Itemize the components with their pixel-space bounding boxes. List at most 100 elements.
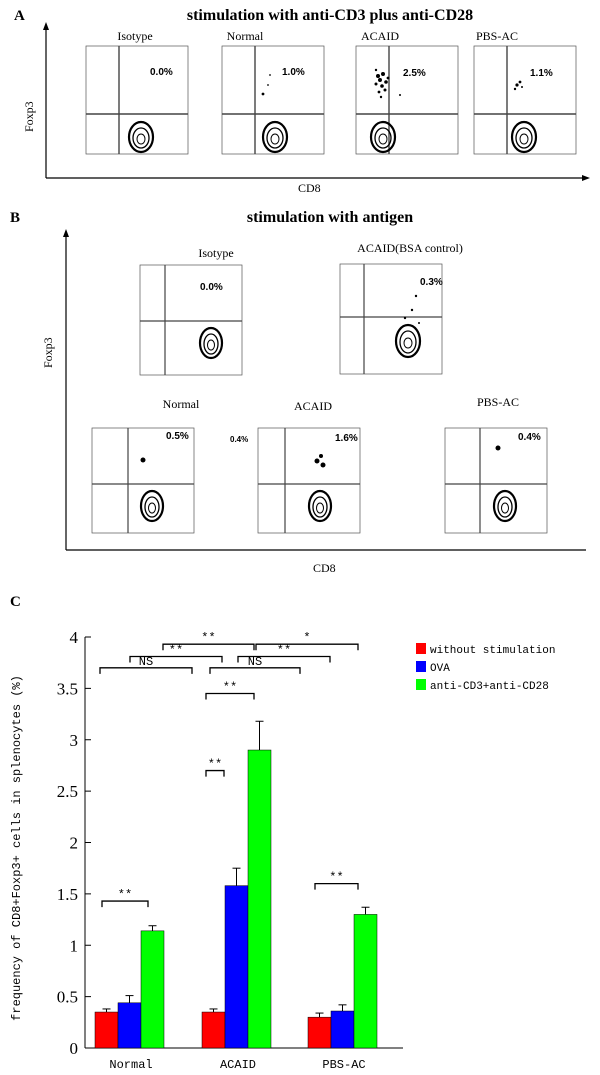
legend: without stimulation OVA anti-CD3+anti-CD… xyxy=(416,643,555,693)
panel-b-title: stimulation with antigen xyxy=(247,209,413,226)
plot-name: Isotype xyxy=(198,246,233,260)
panel-a-plot-pbs-ac: PBS-AC 1.1% xyxy=(473,29,577,155)
plot-name: PBS-AC xyxy=(477,395,519,409)
significance-label: ** xyxy=(329,871,343,885)
panel-b-frame xyxy=(63,229,586,551)
bar-pbs-ac-series-1 xyxy=(330,1010,355,1049)
significance-label: ** xyxy=(223,681,237,695)
panel-a-label: A xyxy=(14,8,25,24)
y-tick-label: 2.5 xyxy=(57,782,78,801)
plot-percent: 0.5% xyxy=(166,431,189,442)
legend-swatch-anti-cd3-anti-cd28 xyxy=(416,679,426,690)
x-tick-label: Normal xyxy=(109,1058,152,1072)
plot-extra-percent: 0.4% xyxy=(230,435,248,444)
panel-b-x-label: CD8 xyxy=(313,561,336,575)
bar-normal-series-2 xyxy=(140,930,165,1049)
legend-swatch-without-stimulation xyxy=(416,643,426,654)
plot-percent: 0.3% xyxy=(420,277,443,288)
bar-acaid-series-1 xyxy=(224,885,249,1049)
contour-cluster xyxy=(307,489,333,523)
panel-a-x-label: CD8 xyxy=(298,181,321,195)
legend-swatch-ova xyxy=(416,661,426,672)
contour-cluster xyxy=(394,323,422,359)
significance-label: NS xyxy=(248,655,262,669)
significance-label: * xyxy=(303,631,310,645)
significance-bracket xyxy=(209,667,301,674)
significance-label: ** xyxy=(277,644,291,658)
plot-percent: 0.0% xyxy=(200,282,223,293)
bar-normal-series-0 xyxy=(94,1011,119,1049)
significance-bracket xyxy=(314,882,359,890)
legend-label-anti-cd3-anti-cd28: anti-CD3+anti-CD28 xyxy=(430,681,549,693)
panel-b-label: B xyxy=(10,210,20,226)
significance-bracket xyxy=(101,900,149,908)
y-tick-label: 1 xyxy=(70,936,79,955)
significance-label: NS xyxy=(139,655,153,669)
event-dots xyxy=(403,294,420,324)
contour-cluster xyxy=(510,120,538,154)
plot-percent: 0.0% xyxy=(150,67,173,78)
y-tick-label: 3 xyxy=(70,731,79,750)
significance-bracket xyxy=(162,643,255,651)
panel-a-plot-isotype: Isotype 0.0% xyxy=(85,29,189,155)
plot-name: ACAID(BSA control) xyxy=(357,241,463,255)
significance-bracket xyxy=(255,643,359,651)
panel-a-title: stimulation with anti-CD3 plus anti-CD28 xyxy=(187,7,473,24)
x-tick-label: ACAID xyxy=(220,1058,256,1072)
panel-b-plot-isotype: Isotype 0.0% xyxy=(139,246,243,376)
bar-normal-series-1 xyxy=(117,1002,142,1049)
bar-acaid-series-2 xyxy=(247,749,272,1049)
event-dots xyxy=(314,454,326,468)
significance-bracket xyxy=(237,655,331,663)
panel-b-y-label: Foxp3 xyxy=(41,337,55,368)
event-dots xyxy=(495,445,501,451)
plot-name: ACAID xyxy=(294,399,332,413)
y-axis-label: frequency of CD8+Foxp3+ cells in splenoc… xyxy=(10,675,24,1021)
contour-cluster xyxy=(127,120,155,154)
panel-b-plot-normal: Normal 0.5% xyxy=(91,397,200,534)
x-tick-label: PBS-AC xyxy=(322,1058,365,1072)
y-tick-label: 0 xyxy=(70,1039,79,1058)
significance-label: ** xyxy=(169,644,183,658)
y-tick-label: 1.5 xyxy=(57,885,78,904)
plot-percent: 2.5% xyxy=(403,68,426,79)
y-tick-label: 0.5 xyxy=(57,988,78,1007)
significance-bracket xyxy=(205,769,225,777)
legend-label-ova: OVA xyxy=(430,663,450,675)
plot-name: ACAID xyxy=(361,29,399,43)
plot-name: PBS-AC xyxy=(476,29,518,43)
significance-bracket xyxy=(99,667,193,674)
contour-cluster xyxy=(198,326,224,360)
contour-cluster xyxy=(261,120,289,154)
contour-cluster xyxy=(369,120,397,154)
significance-bracket xyxy=(129,655,223,663)
legend-label-without-stimulation: without stimulation xyxy=(430,645,555,657)
y-tick-label: 3.5 xyxy=(57,679,78,698)
panel-a-frame xyxy=(43,22,590,181)
plot-name: Normal xyxy=(163,397,200,411)
plot-percent: 1.6% xyxy=(335,433,358,444)
bar-pbs-ac-series-0 xyxy=(307,1016,332,1049)
event-dots xyxy=(513,80,523,91)
y-tick-label: 2 xyxy=(70,834,79,853)
event-dots xyxy=(261,74,271,96)
event-dots xyxy=(374,68,401,99)
panel-c-label: C xyxy=(10,594,21,610)
panel-b-plot-acaid-bsa: ACAID(BSA control) 0.3% xyxy=(339,241,463,375)
significance-label: ** xyxy=(201,631,215,645)
panel-a-plot-acaid: ACAID 2.5% xyxy=(355,29,459,155)
panel-a-y-label: Foxp3 xyxy=(22,101,36,132)
bar-chart: 00.511.522.533.54 Normal ACAID PBS-AC ** **… xyxy=(57,628,403,1072)
plot-name: Isotype xyxy=(117,29,152,43)
plot-percent: 0.4% xyxy=(518,432,541,443)
significance-label: ** xyxy=(208,758,222,772)
contour-cluster xyxy=(492,489,518,523)
panel-b-plot-acaid: ACAID 0.4% 1.6% xyxy=(230,399,361,534)
bar-pbs-ac-series-2 xyxy=(353,914,378,1049)
panel-a-plot-normal: Normal 1.0% xyxy=(221,29,325,155)
plot-percent: 1.0% xyxy=(282,67,305,78)
significance-label: ** xyxy=(118,888,132,902)
panel-b-plot-pbs-ac: PBS-AC 0.4% xyxy=(444,395,548,534)
significance-bracket xyxy=(205,692,255,700)
